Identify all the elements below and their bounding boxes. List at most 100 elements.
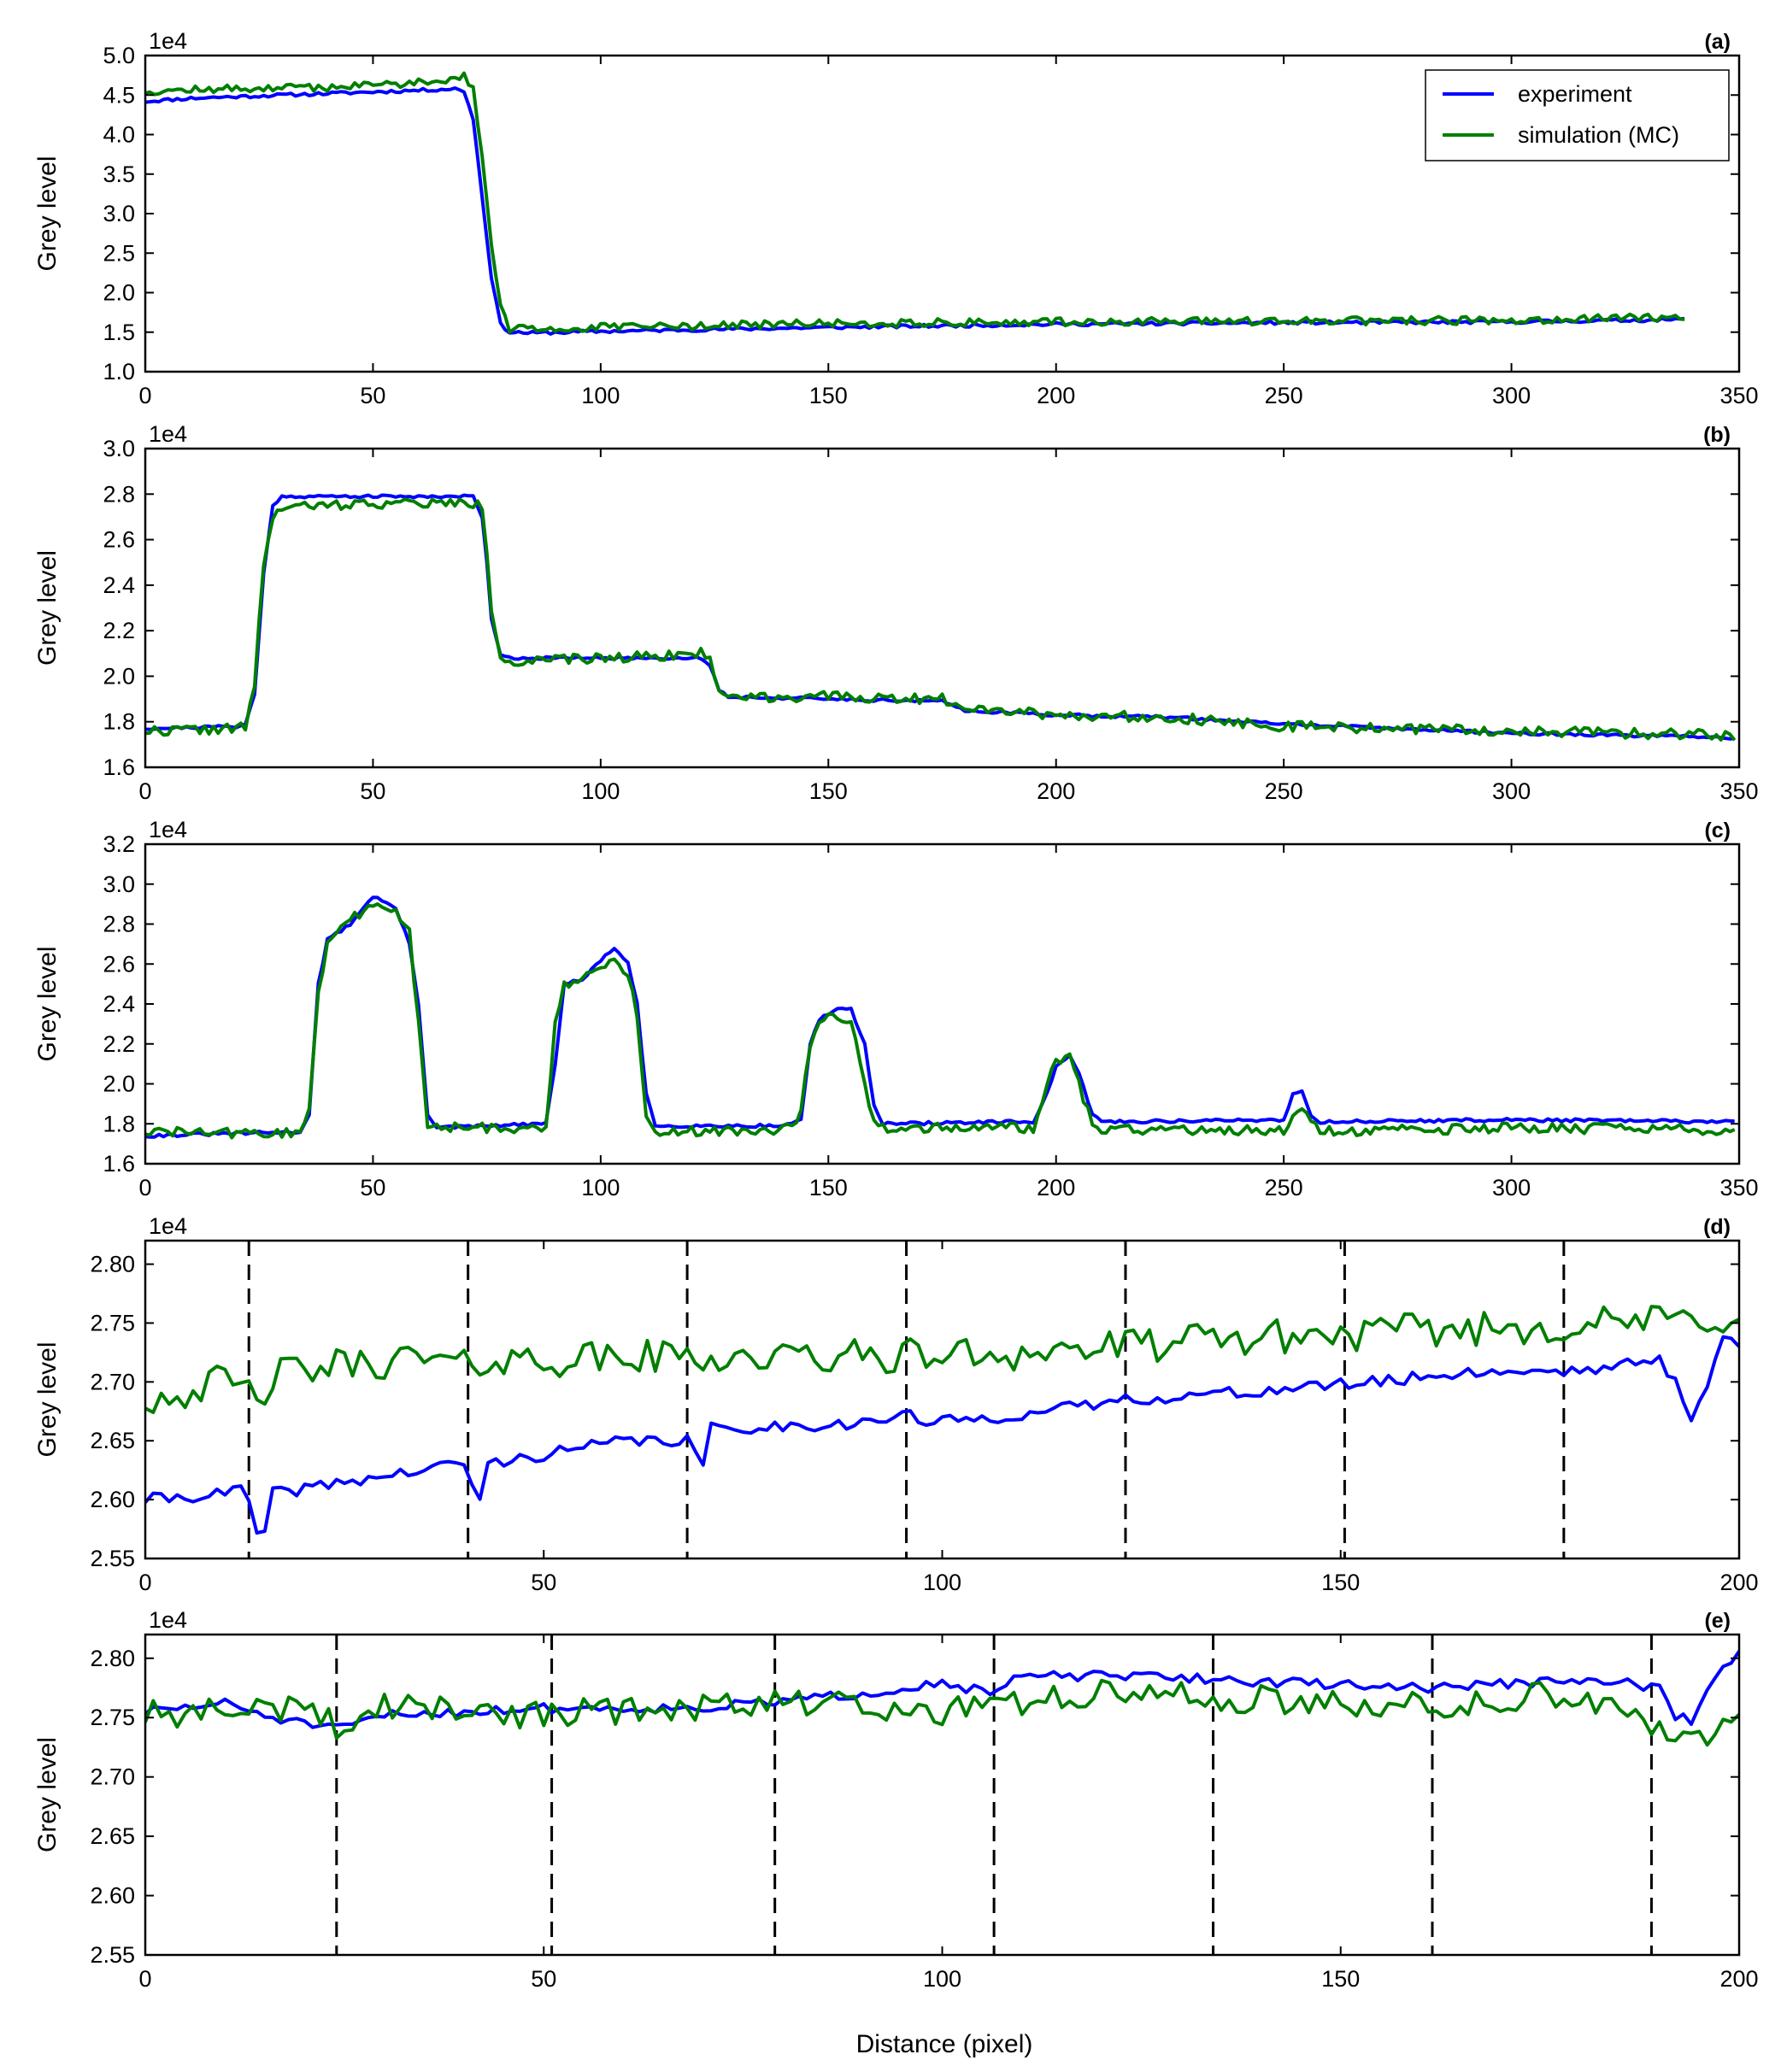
y-axis-label: Grey level — [33, 1737, 62, 1852]
x-tick-label: 150 — [809, 1175, 848, 1200]
series-line-experiment — [145, 1335, 1739, 1535]
series-line-simulation — [145, 1678, 1739, 1747]
x-tick-label: 150 — [809, 778, 848, 804]
y-tick-label: 3.0 — [103, 436, 135, 461]
x-tick-label: 250 — [1265, 1175, 1303, 1200]
series-line-simulation — [145, 71, 1685, 334]
y-tick-label: 2.80 — [90, 1252, 135, 1277]
y-tick-label: 2.60 — [90, 1487, 135, 1512]
x-tick-label: 100 — [581, 778, 620, 804]
chart-panel-5: 0 50 100 150 200 2.55 2.60 2.65 2.70 2.75 2.80 1e4 (… — [33, 1607, 1759, 1992]
y-tick-label: 4.5 — [103, 82, 135, 108]
x-tick-label: 0 — [138, 383, 151, 408]
y-axis-label: Grey level — [33, 550, 62, 666]
panel-label: (a) — [1704, 30, 1731, 54]
y-tick-label: 2.75 — [90, 1705, 135, 1730]
y-tick-label: 3.0 — [103, 201, 135, 226]
x-tick-label: 0 — [138, 1175, 151, 1200]
legend-box — [1425, 69, 1730, 161]
y-axis-label: Grey level — [33, 1341, 62, 1457]
x-tick-label: 200 — [1037, 778, 1075, 804]
y-axis-label: Grey level — [33, 946, 62, 1061]
panel-label: (c) — [1704, 819, 1731, 842]
x-tick-label: 350 — [1719, 383, 1758, 408]
y-tick-label: 2.5 — [103, 240, 135, 266]
panel-label: (b) — [1703, 423, 1731, 447]
x-tick-label: 250 — [1265, 778, 1303, 804]
plot-frame — [144, 842, 1741, 1165]
x-tick-label: 300 — [1492, 1175, 1531, 1200]
y-axis-label: Grey level — [33, 156, 62, 271]
x-tick-label: 50 — [360, 778, 385, 804]
x-tick-label: 300 — [1492, 778, 1531, 804]
y-tick-label: 1.0 — [103, 359, 135, 384]
x-tick-label: 150 — [1321, 1570, 1360, 1595]
y-tick-label: 1.6 — [103, 1151, 135, 1177]
y-tick-label: 2.0 — [103, 280, 135, 306]
y-tick-label: 2.75 — [90, 1310, 135, 1335]
x-tick-label: 250 — [1265, 383, 1303, 408]
y-tick-label: 2.2 — [103, 618, 135, 643]
x-tick-label: 100 — [923, 1570, 961, 1595]
y-tick-label: 5.0 — [103, 43, 135, 68]
y-tick-label: 2.65 — [90, 1823, 135, 1849]
chart-panel-1: 0 50 100 150 200 250 300 350 1.0 1.5 2.0 2.5 3.0 3.5 4… — [33, 28, 1759, 408]
y-offset-text: 1e4 — [149, 28, 187, 54]
y-tick-label: 2.80 — [90, 1646, 135, 1671]
y-tick-label: 2.55 — [90, 1942, 135, 1968]
x-tick-label: 300 — [1492, 383, 1531, 408]
legend: experiment simulation (MC) — [1425, 69, 1730, 161]
y-tick-label: 1.8 — [103, 709, 135, 735]
x-tick-label: 0 — [138, 1570, 151, 1595]
x-tick-label: 100 — [581, 383, 620, 408]
chart-panel-4: 0 50 100 150 200 2.55 2.60 2.65 2.70 2.75 2.80 1e4 (… — [33, 1213, 1759, 1595]
series-line-experiment — [145, 493, 1735, 741]
x-tick-label: 100 — [581, 1175, 620, 1200]
y-tick-label: 2.70 — [90, 1764, 135, 1790]
y-tick-label: 2.6 — [103, 951, 135, 977]
y-tick-label: 3.0 — [103, 872, 135, 897]
chart-panel-2: 0 50 100 150 200 250 300 350 1.6 1.8 2.0 2.2 2.4 2.6 2… — [33, 421, 1759, 804]
y-tick-label: 2.6 — [103, 527, 135, 553]
x-tick-label: 200 — [1037, 1175, 1075, 1200]
y-offset-text: 1e4 — [149, 1213, 187, 1239]
x-axis-label: Distance (pixel) — [856, 2030, 1033, 2058]
x-tick-label: 50 — [531, 1570, 556, 1595]
y-tick-label: 2.8 — [103, 912, 135, 937]
x-tick-label: 50 — [531, 1966, 556, 1992]
x-tick-label: 350 — [1719, 1175, 1758, 1200]
x-tick-label: 200 — [1037, 383, 1075, 408]
x-tick-label: 50 — [360, 1175, 385, 1200]
y-tick-label: 3.2 — [103, 831, 135, 857]
y-tick-label: 2.8 — [103, 481, 135, 507]
x-tick-label: 200 — [1719, 1966, 1758, 1992]
y-tick-label: 3.5 — [103, 161, 135, 187]
plot-frame — [144, 1239, 1741, 1560]
chart-panel-3: 0 50 100 150 200 250 300 350 1.6 1.8 2.0 2.2 2.4 2.6 2… — [33, 817, 1759, 1200]
y-tick-label: 2.70 — [90, 1369, 135, 1394]
y-tick-label: 2.0 — [103, 1071, 135, 1097]
y-tick-label: 4.0 — [103, 122, 135, 148]
y-tick-label: 1.5 — [103, 320, 135, 345]
y-offset-text: 1e4 — [149, 421, 187, 447]
y-tick-label: 2.60 — [90, 1883, 135, 1909]
x-tick-label: 150 — [809, 383, 848, 408]
legend-label-experiment: experiment — [1518, 81, 1632, 107]
y-tick-label: 2.4 — [103, 572, 135, 598]
y-tick-label: 2.4 — [103, 991, 135, 1017]
x-tick-label: 100 — [923, 1966, 961, 1992]
x-tick-label: 150 — [1321, 1966, 1360, 1992]
panel-label: (e) — [1704, 1609, 1731, 1633]
series-line-simulation — [145, 497, 1737, 742]
y-offset-text: 1e4 — [149, 817, 187, 842]
x-tick-label: 350 — [1719, 778, 1758, 804]
y-tick-label: 1.6 — [103, 754, 135, 780]
x-tick-label: 0 — [138, 778, 151, 804]
x-tick-label: 0 — [138, 1966, 151, 1992]
x-tick-label: 50 — [360, 383, 385, 408]
x-tick-label: 200 — [1719, 1570, 1758, 1595]
y-offset-text: 1e4 — [149, 1607, 187, 1633]
series-line-simulation — [145, 902, 1736, 1140]
series-line-experiment — [145, 1650, 1739, 1729]
